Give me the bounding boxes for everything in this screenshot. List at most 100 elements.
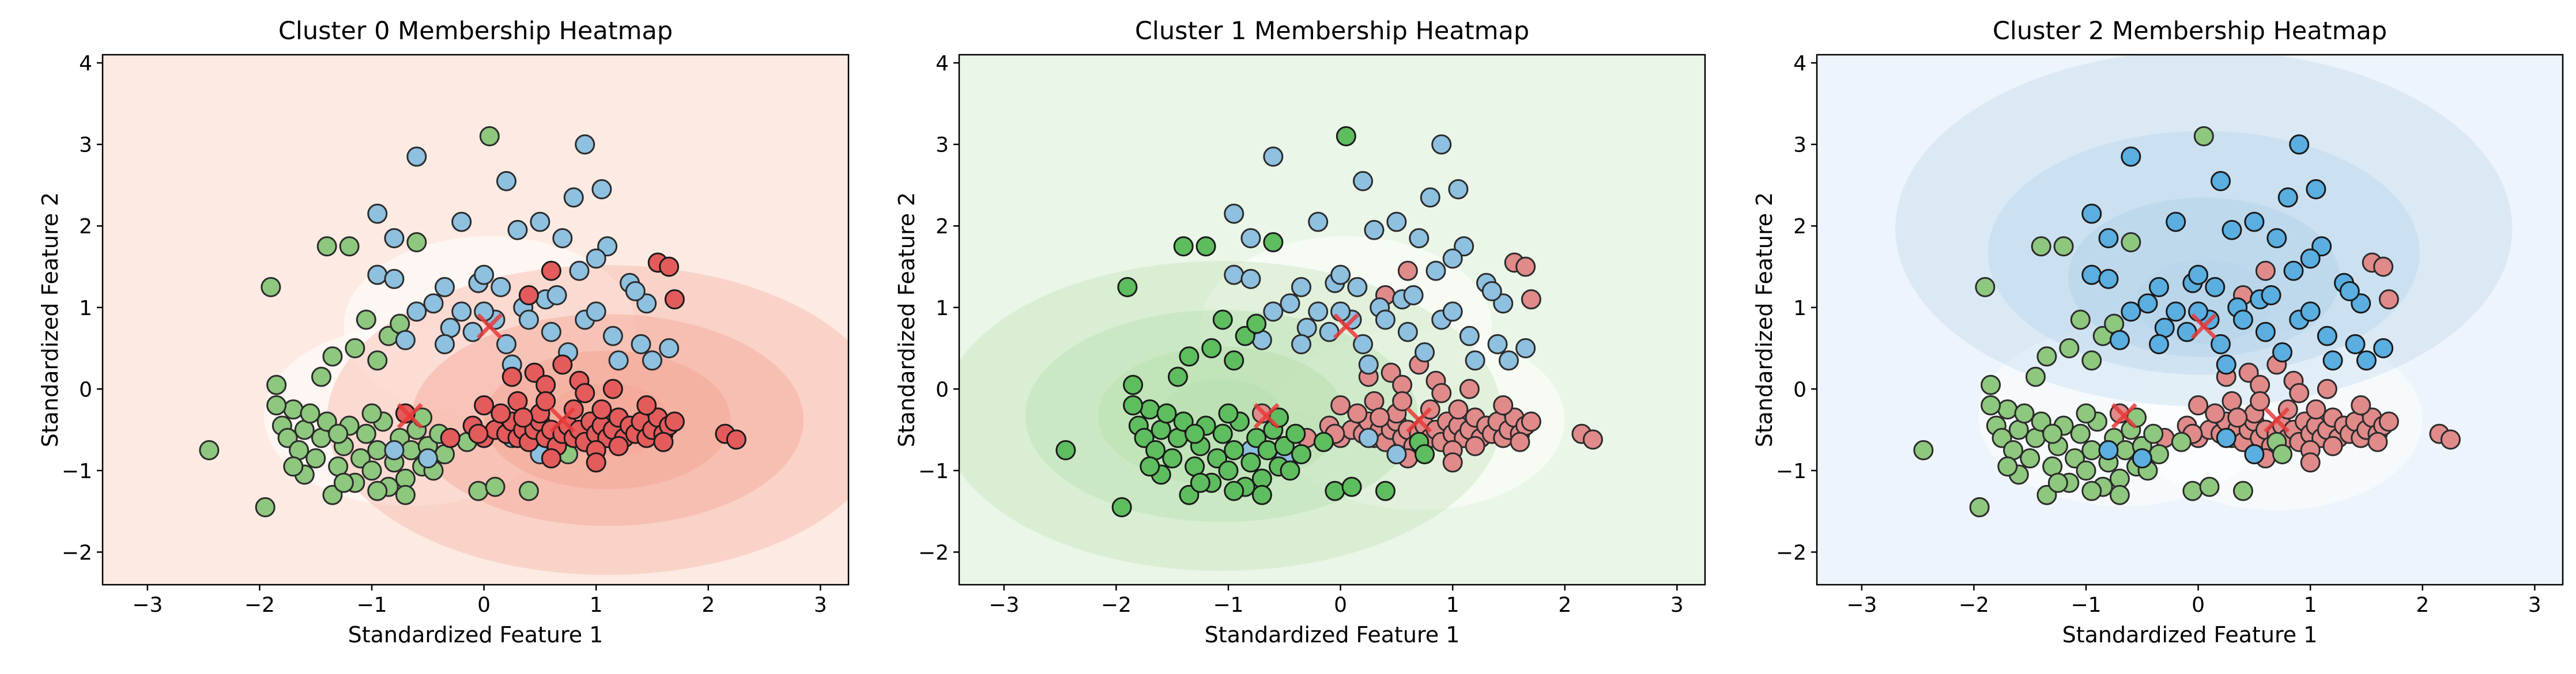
data-point [283,399,304,420]
y-tick-label: 0 [1793,378,1806,402]
data-point [1448,179,1469,200]
data-point [726,429,746,450]
data-point [491,403,511,424]
data-point [1195,236,1216,257]
scatter-points [1055,126,1603,518]
data-point [1992,427,2012,448]
data-point [1975,277,1996,297]
y-tick-label: 0 [79,378,92,402]
data-point [2081,440,2102,460]
y-tick-label: 2 [1793,215,1806,238]
data-point [2025,366,2046,387]
data-point [255,497,276,518]
data-point [328,423,349,444]
data-point [485,476,506,497]
data-point [2300,452,2321,473]
data-point [1212,423,1233,444]
data-point [1358,427,1379,448]
chart-title: Cluster 1 Membership Heatmap [1135,17,1529,46]
centroid-marker [2111,403,2137,429]
data-point [266,374,287,395]
centroid-marker [2190,313,2217,339]
data-point [199,440,220,460]
data-point [642,350,662,371]
data-point [1291,444,1311,465]
y-tick-label: 1 [936,297,949,320]
y-tick-label: 4 [79,52,92,75]
data-point [591,399,612,420]
data-point [2232,480,2253,501]
data-point [2317,325,2337,346]
data-point [518,285,539,306]
x-tick-label: −1 [2070,593,2101,617]
data-point [2132,448,2152,469]
data-point [1123,395,1144,416]
data-point [2317,378,2337,399]
y-tick-label: 4 [1793,52,1806,75]
data-point [1465,350,1485,371]
data-point [2440,429,2461,450]
data-point [1370,407,1390,428]
chart-panel-0: −3 −2 −1 0 1 2 3 −2 −1 0 1 2 3 4 Cluster 0 Membership … [37,17,850,648]
data-point [2081,350,2102,371]
data-point [491,277,511,297]
data-point [659,338,680,359]
data-point [1442,452,1463,473]
data-point [2272,342,2293,363]
data-point [1448,399,1469,420]
y-tick-label: −2 [918,541,949,565]
data-point [367,264,388,285]
x-tick-label: 3 [814,593,827,617]
centroid-marker [1333,313,1359,339]
data-point [266,395,287,416]
data-point [367,350,388,371]
data-point [2081,203,2102,224]
data-point [1409,228,1430,248]
data-point [2311,236,2332,257]
data-point [2244,444,2265,465]
centroid-marker [549,407,576,433]
data-point [2148,277,2169,297]
data-point [316,236,337,257]
data-point [1459,325,1480,346]
data-point [277,427,298,448]
data-point [468,480,489,501]
data-point [2148,444,2169,465]
data-point [541,448,561,469]
data-point [1224,440,1244,460]
axes-frame [1816,54,2564,586]
data-point [2109,484,2130,505]
data-point [1055,440,1076,460]
data-point [2244,211,2265,232]
data-point [1498,350,1519,371]
x-tick-label: 2 [701,593,715,617]
x-tick-label: 0 [2192,593,2205,617]
data-point [1969,497,1990,518]
data-point [664,289,685,310]
data-point [384,228,405,248]
centroid-marker [476,313,503,339]
data-point [345,338,365,359]
data-point [2351,395,2371,416]
y-tick-label: 0 [936,378,949,402]
data-point [1251,484,1272,505]
x-axis-label: Standardized Feature 1 [348,622,604,648]
data-point [1140,456,1160,477]
x-tick-label: −3 [989,593,1019,617]
data-point [1386,211,1407,232]
data-point [1134,427,1155,448]
centroid-marker [1406,407,1432,433]
data-point [1381,362,1401,383]
data-point [575,383,595,403]
chart-panel-1: −3 −2 −1 0 1 2 3 −2 −1 0 1 2 3 4 Cluster 1 Membership … [894,17,1706,648]
data-point [664,411,685,432]
data-point [1224,350,1244,371]
data-point [2042,423,2063,444]
y-tick-label: −2 [62,541,92,565]
data-point [417,448,438,469]
data-point [300,403,320,424]
data-point [2053,236,2074,257]
data-point [401,440,421,460]
data-point [1353,334,1374,354]
x-tick-label: 2 [1558,593,1571,617]
